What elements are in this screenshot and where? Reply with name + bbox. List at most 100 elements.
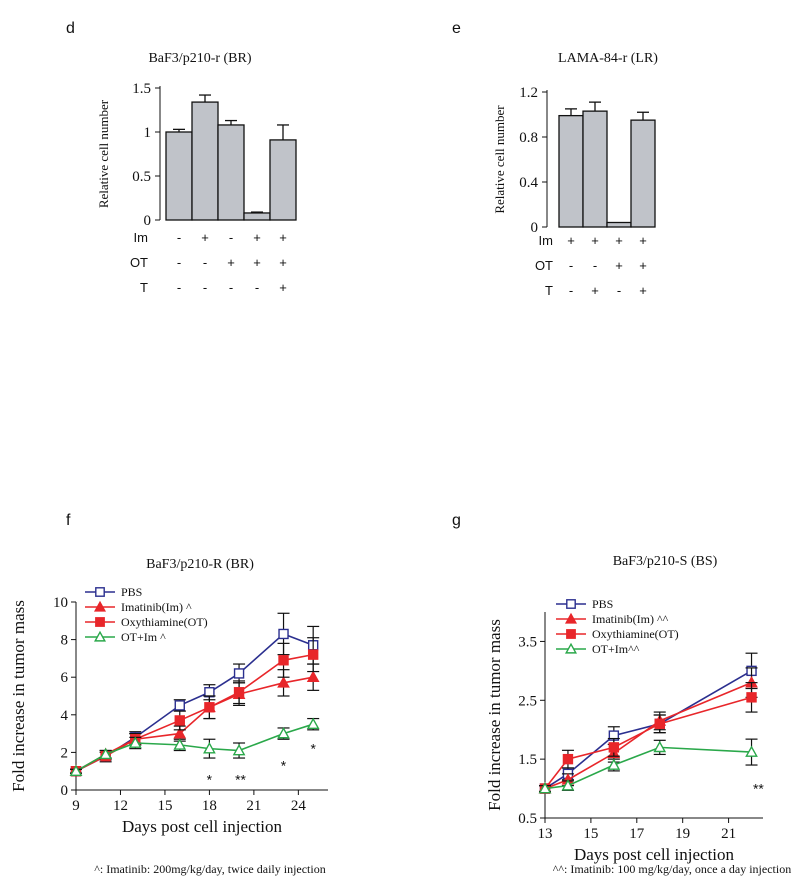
- x-tick-label: 21: [721, 826, 736, 842]
- series-ot-im: [69, 717, 320, 777]
- y-tick-label: 0.5: [518, 811, 537, 827]
- series-line: [544, 681, 752, 790]
- condition-mark: +: [639, 258, 647, 273]
- y-axis-label: Relative cell number: [96, 99, 111, 208]
- y-tick-label: 1.5: [132, 81, 151, 97]
- x-tick-label: 12: [113, 798, 128, 814]
- y-tick-label: 1: [144, 125, 152, 141]
- condition-label: Im: [539, 233, 553, 248]
- point: [95, 587, 105, 597]
- condition-mark: -: [203, 280, 207, 295]
- condition-mark: -: [593, 258, 597, 273]
- bar: [606, 221, 632, 228]
- bar: [630, 119, 656, 228]
- point: [608, 742, 620, 753]
- condition-mark: -: [177, 230, 181, 245]
- series-pbs: [539, 652, 758, 794]
- legend-label: OT+Im^^: [592, 642, 640, 656]
- point: [93, 630, 107, 642]
- point: [307, 649, 319, 660]
- point: [607, 758, 621, 770]
- bar: [558, 114, 584, 228]
- chart-title: BaF3/p210-S (BS): [613, 554, 718, 569]
- significance-mark: *: [281, 758, 287, 774]
- point: [204, 702, 215, 713]
- point: [278, 655, 289, 666]
- point: [128, 736, 142, 748]
- y-tick-label: 6: [61, 670, 69, 686]
- point: [562, 753, 574, 765]
- chart-title: BaF3/p210-r (BR): [148, 51, 251, 66]
- series-line: [75, 723, 314, 772]
- point: [566, 629, 576, 639]
- legend-label: PBS: [121, 585, 142, 599]
- bar: [217, 124, 245, 221]
- y-tick-label: 10: [53, 595, 68, 611]
- x-tick-label: 24: [291, 798, 307, 814]
- significance-mark: *: [310, 741, 316, 757]
- condition-label: T: [545, 283, 553, 298]
- condition-mark: +: [615, 258, 623, 273]
- x-tick-label: 15: [583, 826, 598, 842]
- point: [566, 599, 576, 609]
- bar: [243, 212, 271, 221]
- point: [278, 628, 289, 640]
- point: [173, 726, 187, 739]
- panel-letter-e: e: [452, 20, 461, 37]
- condition-label: Im: [134, 230, 148, 245]
- panel-letter-f: f: [66, 512, 71, 529]
- condition-mark: -: [203, 255, 207, 270]
- series-line: [75, 653, 314, 772]
- condition-label: OT: [535, 258, 553, 273]
- legend-label: Oxythiamine(OT): [121, 615, 208, 629]
- chart-e: LAMA-84-r (LR) 0 0.4 0.8 1.2 Relative cell nu…: [492, 51, 658, 298]
- y-tick-label: 1.2: [519, 85, 538, 101]
- chart-title: BaF3/p210-R (BR): [146, 557, 254, 572]
- point: [233, 668, 245, 679]
- series-ot-im: [538, 738, 758, 794]
- point: [69, 764, 83, 777]
- condition-mark: -: [177, 255, 181, 270]
- point: [173, 738, 187, 750]
- significance-mark: *: [207, 772, 213, 788]
- y-tick-label: 3.5: [518, 634, 537, 650]
- point: [277, 676, 290, 688]
- condition-mark: +: [227, 255, 235, 270]
- x-tick-label: 15: [157, 798, 172, 814]
- condition-mark: -: [229, 230, 233, 245]
- point: [306, 670, 320, 683]
- y-tick-label: 8: [61, 633, 69, 649]
- y-axis-label: Fold increase in tumor mass: [485, 619, 504, 811]
- x-tick-label: 19: [675, 826, 690, 842]
- y-tick-label: 0: [61, 783, 69, 799]
- point: [654, 718, 665, 730]
- y-axis-label: Relative cell number: [492, 105, 507, 214]
- legend-label: Imatinib(Im) ^: [121, 600, 192, 614]
- condition-mark: +: [615, 233, 623, 248]
- panel-letter-d: d: [66, 20, 75, 37]
- chart-g: BaF3/p210-S (BS) 0.5 1.5 2.5 3.5 13 15 17 19 21 Da…: [485, 554, 791, 876]
- point: [564, 642, 578, 654]
- footnote: ^^: Imatinib: 100 mg/kg/day, once a day …: [553, 862, 791, 876]
- point: [174, 700, 185, 711]
- point: [233, 687, 245, 698]
- significance-mark: **: [235, 772, 246, 788]
- bar: [191, 101, 219, 221]
- x-tick-label: 21: [246, 798, 261, 814]
- chart-d: BaF3/p210-r (BR) 0 0.5 1 1.5 Relative cell nu…: [96, 51, 297, 295]
- condition-mark: -: [177, 280, 181, 295]
- point: [174, 715, 185, 726]
- point: [653, 740, 667, 753]
- x-axis-label: Days post cell injection: [122, 817, 283, 836]
- chart-title: LAMA-84-r (LR): [558, 51, 658, 66]
- condition-label: T: [140, 280, 148, 295]
- point: [277, 726, 290, 739]
- x-tick-label: 18: [202, 798, 217, 814]
- y-tick-label: 0.8: [519, 130, 538, 146]
- legend-label: Imatinib(Im) ^^: [592, 612, 669, 626]
- point: [306, 717, 320, 730]
- y-axis-label: Fold increase in tumor mass: [9, 600, 28, 792]
- bar: [165, 131, 193, 221]
